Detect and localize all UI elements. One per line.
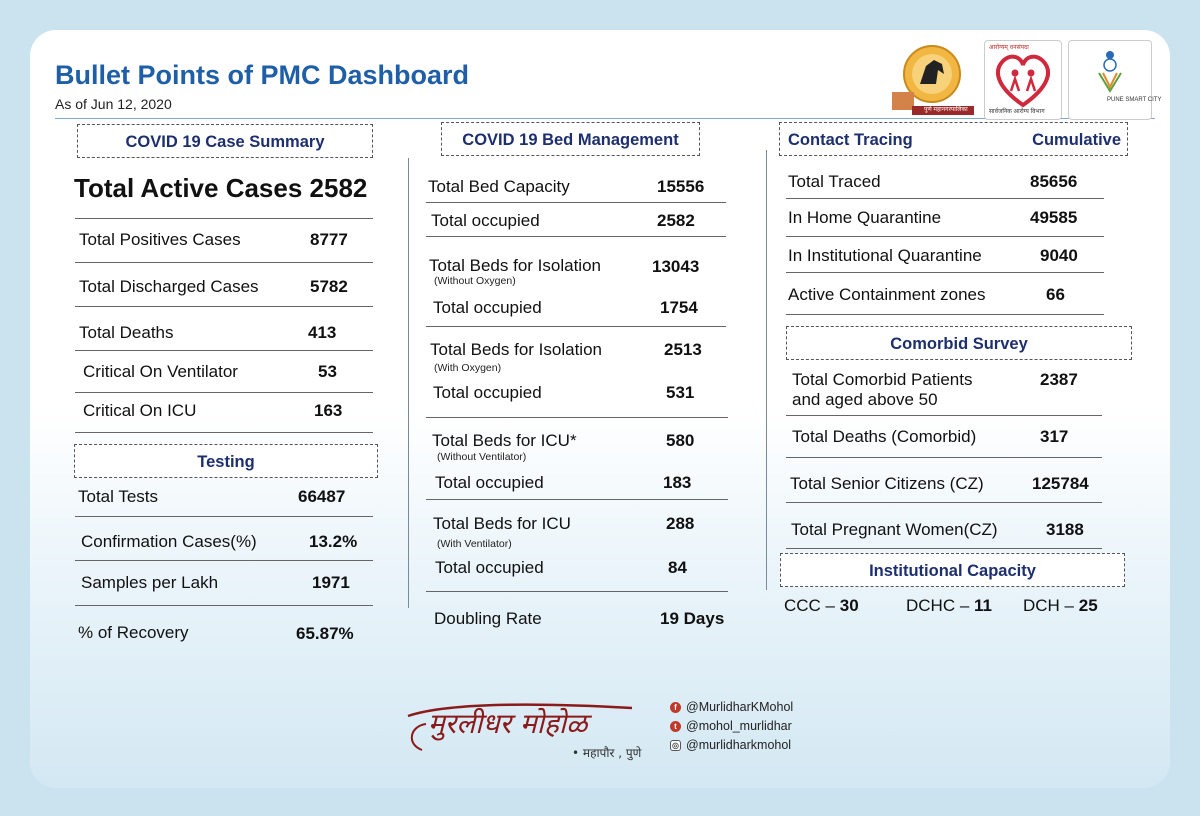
testing-row-label: Total Tests <box>78 487 159 506</box>
institutional-item-dch: DCH – 25 <box>1023 596 1098 615</box>
testing-row-value: 13.2% <box>309 532 358 551</box>
bed-management-heading: COVID 19 Bed Management <box>441 122 700 156</box>
bed-row-value: 2513 <box>664 340 702 359</box>
health-logo-caption: सार्वजनिक आरोग्य विभाग <box>989 109 1045 115</box>
bed-row-label: Total Beds for ICU <box>433 514 571 533</box>
bed-row-label: Total occupied <box>431 211 540 230</box>
case-row-label: Critical On Ventilator <box>83 362 238 381</box>
recovery-value: 65.87% <box>296 624 354 643</box>
smart-city-caption: PUNE SMART CITY <box>1107 97 1162 103</box>
column-divider-1 <box>408 158 409 608</box>
signature-subtitle: • महापौर , पुणे <box>572 746 642 760</box>
bed-row-value: 531 <box>666 383 695 402</box>
bed-row-value: 580 <box>666 431 695 450</box>
bed-row-label: Total occupied <box>435 473 544 492</box>
bed-row-label: Total occupied <box>435 558 544 577</box>
case-row-label: Critical On ICU <box>83 401 197 420</box>
pmc-logo: पुणे महानगरपालिका <box>886 40 978 118</box>
as-of-date: As of Jun 12, 2020 <box>55 96 172 112</box>
twitter-icon: t <box>670 721 681 733</box>
comorbid-row-value: 317 <box>1040 427 1069 446</box>
testing-heading: Testing <box>74 444 378 478</box>
header-divider <box>55 118 1155 119</box>
case-row-label: Total Discharged Cases <box>79 277 259 296</box>
case-row-value: 8777 <box>310 230 348 249</box>
doubling-rate-value: 19 Days <box>660 609 725 628</box>
bed-row-label: Total occupied <box>433 383 542 402</box>
signature-name: मुरलीधर मोहोळ <box>428 707 588 740</box>
bed-row-sublabel: (Without Ventilator) <box>437 451 527 463</box>
doubling-rate-label: Doubling Rate <box>434 609 542 628</box>
bed-row-value: 2582 <box>657 211 695 230</box>
testing-row-value: 1971 <box>312 573 350 592</box>
bed-row-value: 84 <box>668 558 687 577</box>
twitter-handle[interactable]: t @mohol_murlidhar <box>670 719 792 733</box>
dashboard-card: Bullet Points of PMC Dashboard As of Jun… <box>30 30 1170 788</box>
tracing-row-value: 49585 <box>1030 208 1078 227</box>
comorbid-row-label: Total Senior Citizens (CZ) <box>790 474 984 493</box>
facebook-icon: f <box>670 702 681 714</box>
case-row-value: 53 <box>318 362 337 381</box>
institutional-item-ccc: CCC – 30 <box>784 596 859 615</box>
institutional-capacity-heading: Institutional Capacity <box>780 553 1125 587</box>
bed-row-value: 15556 <box>657 177 705 196</box>
tracing-row-label: In Home Quarantine <box>788 208 942 227</box>
bed-row-value: 13043 <box>652 257 700 276</box>
comorbid-row-value: 3188 <box>1046 520 1084 539</box>
recovery-label: % of Recovery <box>78 623 189 642</box>
bed-row-label: Total Beds for ICU* <box>432 431 577 450</box>
case-row-label: Total Positives Cases <box>79 230 241 249</box>
health-department-logo: आरोग्यम् धनसंपदा सार्वजनिक आरोग्य विभाग <box>984 40 1062 120</box>
comorbid-row-label: Total Deaths (Comorbid) <box>792 427 977 446</box>
case-summary-heading: COVID 19 Case Summary <box>77 124 373 158</box>
bed-row-value: 288 <box>666 514 695 533</box>
instagram-handle[interactable]: ◎ @murlidharkmohol <box>670 738 792 752</box>
contact-tracing-heading: Contact Tracing Cumulative <box>779 122 1128 156</box>
tracing-row-label: Active Containment zones <box>788 285 986 304</box>
tracing-row-label: In Institutional Quarantine <box>788 246 982 265</box>
case-row-value: 5782 <box>310 277 348 296</box>
bed-row-value: 1754 <box>660 298 698 317</box>
health-logo-text: आरोग्यम् धनसंपदा <box>989 45 1029 51</box>
comorbid-row-label: Total Comorbid Patients <box>792 370 973 389</box>
bed-row-label: Total Bed Capacity <box>428 177 570 196</box>
tracing-row-value: 66 <box>1046 285 1065 304</box>
column-divider-2 <box>766 150 767 590</box>
bed-row-sublabel: (Without Oxygen) <box>434 275 516 287</box>
comorbid-row-label-line2: and aged above 50 <box>792 390 938 409</box>
testing-row-label: Samples per Lakh <box>81 573 219 592</box>
institutional-item-dchc: DCHC – 11 <box>906 596 992 615</box>
case-row-value: 163 <box>314 401 343 420</box>
total-active-cases: Total Active Cases 2582 <box>74 173 368 203</box>
bed-row-label: Total Beds for Isolation <box>429 256 601 275</box>
testing-row-value: 66487 <box>298 487 346 506</box>
smart-city-logo: PUNE SMART CITY <box>1068 40 1161 120</box>
bed-row-sublabel: (With Ventilator) <box>437 538 512 550</box>
comorbid-row-value: 2387 <box>1040 370 1078 389</box>
facebook-handle[interactable]: f @MurlidharKMohol <box>670 700 793 714</box>
tracing-row-value: 85656 <box>1030 172 1078 191</box>
cumulative-title: Cumulative <box>1032 131 1121 149</box>
page-title: Bullet Points of PMC Dashboard <box>55 60 470 90</box>
comorbid-heading: Comorbid Survey <box>786 326 1132 360</box>
pmc-logo-caption: पुणे महानगरपालिका <box>924 107 968 113</box>
tracing-row-value: 9040 <box>1040 246 1078 265</box>
instagram-icon: ◎ <box>670 740 681 752</box>
contact-tracing-title: Contact Tracing <box>788 131 913 149</box>
mayor-signature: मुरलीधर मोहोळ • महापौर , पुणे <box>404 688 644 764</box>
case-row-label: Total Deaths <box>79 323 174 342</box>
testing-row-label: Confirmation Cases(%) <box>81 532 257 551</box>
comorbid-row-value: 125784 <box>1032 474 1089 493</box>
bed-row-label: Total occupied <box>433 298 542 317</box>
bed-row-sublabel: (With Oxygen) <box>434 362 502 374</box>
bed-row-value: 183 <box>663 473 692 492</box>
case-row-value: 413 <box>308 323 337 342</box>
comorbid-row-label: Total Pregnant Women(CZ) <box>791 520 998 539</box>
tracing-row-label: Total Traced <box>788 172 881 191</box>
bed-row-label: Total Beds for Isolation <box>430 340 602 359</box>
